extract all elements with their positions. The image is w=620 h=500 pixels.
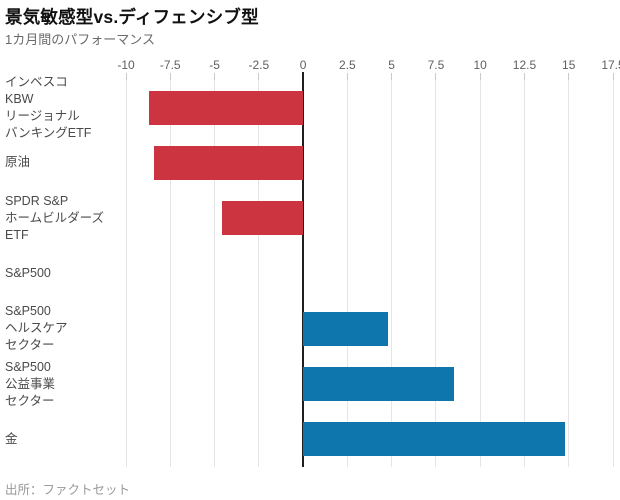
x-tick-label: 12.5: [512, 58, 537, 72]
axis-tick: [346, 73, 348, 80]
x-tick-label: -7.5: [159, 58, 181, 72]
axis-tick: [169, 73, 171, 80]
bar: [154, 145, 304, 180]
bar: [303, 367, 454, 402]
x-tick-label: 2.5: [339, 58, 356, 72]
axis-tick: [258, 73, 260, 80]
category-label: 金: [5, 431, 18, 446]
bar: [303, 422, 566, 457]
x-tick-label: 10: [473, 58, 487, 72]
x-tick-label: -2.5: [248, 58, 270, 72]
category-label: SPDR S&P ホームビルダーズ ETF: [5, 193, 105, 242]
category-label: インベスコ KBW リージョナル バンキングETF: [5, 74, 92, 140]
axis-tick: [568, 73, 570, 80]
category-label: S&P500 公益事業 セクター: [5, 359, 56, 408]
gridline: [258, 80, 260, 467]
gridline: [612, 80, 614, 467]
bar: [303, 311, 389, 346]
axis-tick: [612, 73, 614, 80]
x-tick-label: 15: [562, 58, 576, 72]
zero-axis-line: [302, 72, 305, 467]
x-tick-label: 0: [299, 58, 307, 72]
chart-subtitle: 1カ月間のパフォーマンス: [5, 32, 155, 47]
gridline: [214, 80, 216, 467]
axis-tick: [479, 73, 481, 80]
category-label: S&P500 ヘルスケア セクター: [5, 304, 68, 353]
gridline: [169, 80, 171, 467]
x-tick-label: 7.5: [427, 58, 445, 72]
bar: [149, 90, 304, 125]
gridline: [391, 80, 393, 467]
x-tick-label: -5: [209, 58, 220, 72]
axis-tick: [125, 73, 127, 80]
category-label: 原油: [5, 155, 31, 170]
gridline: [523, 80, 525, 467]
bar: [221, 201, 304, 236]
chart-title: 景気敏感型vs.ディフェンシブ型: [5, 7, 259, 27]
category-label: S&P500: [5, 265, 51, 280]
gridline: [479, 80, 481, 467]
axis-tick: [435, 73, 437, 80]
gridline: [346, 80, 348, 467]
x-tick-label: 5: [388, 58, 395, 72]
axis-tick: [523, 73, 525, 80]
x-tick-label: 17.5: [601, 58, 620, 72]
source-note: 出所：ファクトセット: [5, 483, 131, 497]
gridline: [568, 80, 570, 467]
axis-tick: [391, 73, 393, 80]
x-tick-label: -10: [117, 58, 135, 72]
gridline: [435, 80, 437, 467]
gridline: [125, 80, 127, 467]
axis-tick: [214, 73, 216, 80]
